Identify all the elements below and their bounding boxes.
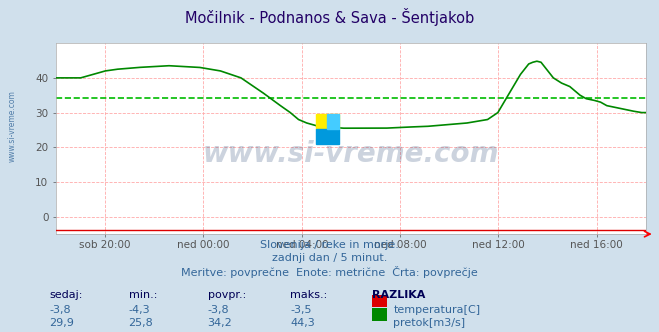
Text: www.si-vreme.com: www.si-vreme.com	[8, 90, 17, 162]
Text: Močilnik - Podnanos & Sava - Šentjakob: Močilnik - Podnanos & Sava - Šentjakob	[185, 8, 474, 26]
Bar	[316, 129, 339, 144]
Text: 25,8: 25,8	[129, 318, 154, 328]
Text: -3,8: -3,8	[208, 305, 229, 315]
Text: zadnji dan / 5 minut.: zadnji dan / 5 minut.	[272, 253, 387, 263]
Bar	[328, 114, 339, 129]
Text: -3,5: -3,5	[290, 305, 312, 315]
Text: pretok[m3/s]: pretok[m3/s]	[393, 318, 465, 328]
Text: 44,3: 44,3	[290, 318, 315, 328]
Text: www.si-vreme.com: www.si-vreme.com	[203, 140, 499, 168]
Text: sedaj:: sedaj:	[49, 290, 83, 299]
Text: maks.:: maks.:	[290, 290, 328, 299]
Text: 34,2: 34,2	[208, 318, 233, 328]
Text: Meritve: povprečne  Enote: metrične  Črta: povprečje: Meritve: povprečne Enote: metrične Črta:…	[181, 266, 478, 278]
Text: -4,3: -4,3	[129, 305, 150, 315]
Text: -3,8: -3,8	[49, 305, 71, 315]
Text: min.:: min.:	[129, 290, 157, 299]
Text: RAZLIKA: RAZLIKA	[372, 290, 426, 299]
Text: Slovenija / reke in morje.: Slovenija / reke in morje.	[260, 240, 399, 250]
Text: temperatura[C]: temperatura[C]	[393, 305, 480, 315]
Bar	[316, 114, 339, 129]
Text: 29,9: 29,9	[49, 318, 74, 328]
Text: povpr.:: povpr.:	[208, 290, 246, 299]
